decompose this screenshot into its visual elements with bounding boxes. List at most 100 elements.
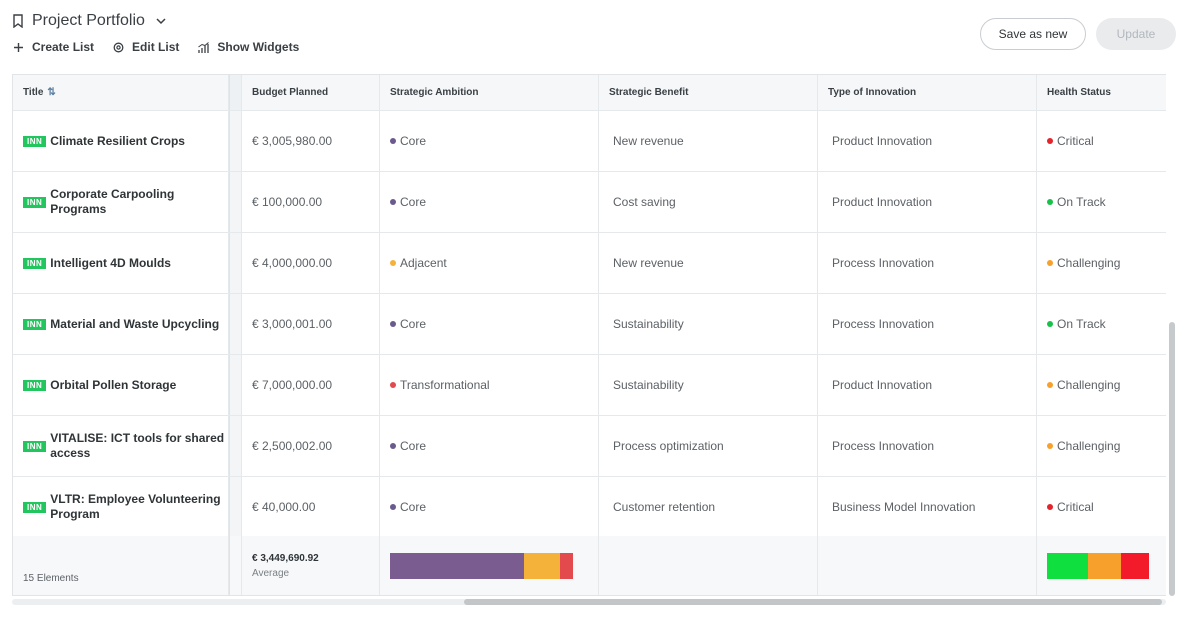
title-cell[interactable]: INN Corporate Carpooling Programs bbox=[13, 172, 229, 232]
save-as-new-button[interactable]: Save as new bbox=[980, 18, 1086, 50]
budget-cell[interactable]: € 4,000,000.00 bbox=[242, 233, 380, 293]
distribution-segment[interactable] bbox=[390, 553, 524, 579]
distribution-segment[interactable] bbox=[523, 553, 561, 579]
innovation-cell[interactable]: Product Innovation bbox=[818, 355, 1037, 415]
table-footer: 15 Elements € 3,449,690.92 Average bbox=[13, 536, 1166, 595]
ambition-cell[interactable]: Adjacent bbox=[380, 233, 599, 293]
top-bar: Project Portfolio Create List Edit List … bbox=[0, 0, 1190, 70]
health-cell[interactable]: Challenging bbox=[1037, 355, 1166, 415]
table-row[interactable]: INN Climate Resilient Crops € 3,005,980.00… bbox=[13, 111, 1166, 172]
title-cell[interactable]: INN VLTR: Employee Volunteering Program bbox=[13, 477, 229, 537]
health-cell[interactable]: Critical bbox=[1037, 477, 1166, 537]
innovation-cell[interactable]: Process Innovation bbox=[818, 233, 1037, 293]
sort-icon[interactable]: ⇅ bbox=[47, 87, 56, 98]
create-list-button[interactable]: Create List bbox=[12, 40, 94, 54]
health-distribution-bar bbox=[1047, 553, 1149, 579]
innovation-cell[interactable]: Process Innovation bbox=[818, 416, 1037, 476]
type-badge: INN bbox=[23, 440, 47, 452]
column-header-innovation[interactable]: Type of Innovation bbox=[818, 75, 1037, 110]
update-button[interactable]: Update bbox=[1096, 18, 1176, 50]
budget-cell[interactable]: € 7,000,000.00 bbox=[242, 355, 380, 415]
health-value: Critical bbox=[1057, 134, 1094, 148]
column-divider bbox=[229, 355, 242, 415]
table-row[interactable]: INN Orbital Pollen Storage € 7,000,000.00 T… bbox=[13, 355, 1166, 416]
project-title[interactable]: Intelligent 4D Moulds bbox=[50, 255, 171, 270]
ambition-status-dot bbox=[390, 443, 396, 449]
ambition-cell[interactable]: Transformational bbox=[380, 355, 599, 415]
benefit-cell[interactable]: Sustainability bbox=[599, 355, 818, 415]
vertical-scrollbar[interactable] bbox=[1169, 322, 1175, 596]
distribution-segment[interactable] bbox=[1121, 553, 1149, 579]
health-status-dot bbox=[1047, 138, 1053, 144]
budget-cell[interactable]: € 3,005,980.00 bbox=[242, 111, 380, 171]
column-divider bbox=[229, 233, 242, 293]
innovation-cell[interactable]: Product Innovation bbox=[818, 172, 1037, 232]
health-status-dot bbox=[1047, 443, 1053, 449]
budget-cell[interactable]: € 2,500,002.00 bbox=[242, 416, 380, 476]
distribution-segment[interactable] bbox=[560, 553, 573, 579]
show-widgets-button[interactable]: Show Widgets bbox=[197, 40, 299, 54]
footer-budget-cell: € 3,449,690.92 Average bbox=[242, 536, 380, 595]
horizontal-scrollbar[interactable] bbox=[464, 599, 1162, 605]
project-title[interactable]: VITALISE: ICT tools for shared access bbox=[50, 431, 225, 460]
benefit-cell[interactable]: Cost saving bbox=[599, 172, 818, 232]
ambition-cell[interactable]: Core bbox=[380, 294, 599, 354]
innovation-cell[interactable]: Process Innovation bbox=[818, 294, 1037, 354]
ambition-value: Core bbox=[400, 317, 427, 331]
column-divider[interactable] bbox=[229, 75, 242, 110]
project-title[interactable]: Climate Resilient Crops bbox=[50, 133, 185, 148]
table-row[interactable]: INN VLTR: Employee Volunteering Program € … bbox=[13, 477, 1166, 538]
health-cell[interactable]: Challenging bbox=[1037, 416, 1166, 476]
health-cell[interactable]: Challenging bbox=[1037, 233, 1166, 293]
benefit-cell[interactable]: Customer retention bbox=[599, 477, 818, 537]
budget-cell[interactable]: € 3,000,001.00 bbox=[242, 294, 380, 354]
list-selector[interactable]: Project Portfolio bbox=[12, 12, 167, 30]
column-header-ambition[interactable]: Strategic Ambition bbox=[380, 75, 599, 110]
ambition-status-dot bbox=[390, 260, 396, 266]
chevron-down-icon[interactable] bbox=[155, 15, 167, 27]
health-value: On Track bbox=[1057, 317, 1106, 331]
distribution-segment[interactable] bbox=[1047, 553, 1088, 579]
title-cell[interactable]: INN Material and Waste Upcycling bbox=[13, 294, 229, 354]
column-header-title[interactable]: Title ⇅ bbox=[13, 75, 229, 110]
edit-list-button[interactable]: Edit List bbox=[112, 40, 179, 54]
table-row[interactable]: INN Material and Waste Upcycling € 3,000,0… bbox=[13, 294, 1166, 355]
title-cell[interactable]: INN Intelligent 4D Moulds bbox=[13, 233, 229, 293]
type-badge: INN bbox=[23, 257, 47, 269]
ambition-cell[interactable]: Core bbox=[380, 111, 599, 171]
column-header-budget[interactable]: Budget Planned bbox=[242, 75, 380, 110]
table-row[interactable]: INN VITALISE: ICT tools for shared access… bbox=[13, 416, 1166, 477]
ambition-cell[interactable]: Core bbox=[380, 172, 599, 232]
project-title[interactable]: VLTR: Employee Volunteering Program bbox=[50, 492, 221, 521]
ambition-value: Core bbox=[400, 134, 427, 148]
health-value: Challenging bbox=[1057, 439, 1121, 453]
title-cell[interactable]: INN VITALISE: ICT tools for shared access bbox=[13, 416, 229, 476]
project-title[interactable]: Corporate Carpooling Programs bbox=[50, 187, 175, 216]
benefit-cell[interactable]: New revenue bbox=[599, 111, 818, 171]
ambition-status-dot bbox=[390, 199, 396, 205]
health-cell[interactable]: Critical bbox=[1037, 111, 1166, 171]
title-cell[interactable]: INN Orbital Pollen Storage bbox=[13, 355, 229, 415]
table-row[interactable]: INN Intelligent 4D Moulds € 4,000,000.00 Ad… bbox=[13, 233, 1166, 294]
benefit-cell[interactable]: New revenue bbox=[599, 233, 818, 293]
distribution-segment[interactable] bbox=[1087, 553, 1122, 579]
ambition-cell[interactable]: Core bbox=[380, 477, 599, 537]
column-header-health[interactable]: Health Status bbox=[1047, 87, 1111, 98]
column-header-benefit[interactable]: Strategic Benefit bbox=[599, 75, 818, 110]
innovation-cell[interactable]: Product Innovation bbox=[818, 111, 1037, 171]
show-widgets-label: Show Widgets bbox=[217, 40, 300, 54]
project-title[interactable]: Orbital Pollen Storage bbox=[50, 377, 177, 392]
footer-count-cell: 15 Elements bbox=[13, 536, 229, 595]
title-cell[interactable]: INN Climate Resilient Crops bbox=[13, 111, 229, 171]
list-actions: Create List Edit List Show Widgets bbox=[12, 40, 299, 54]
project-title[interactable]: Material and Waste Upcycling bbox=[50, 316, 220, 331]
budget-cell[interactable]: € 40,000.00 bbox=[242, 477, 380, 537]
ambition-cell[interactable]: Core bbox=[380, 416, 599, 476]
budget-cell[interactable]: € 100,000.00 bbox=[242, 172, 380, 232]
benefit-cell[interactable]: Process optimization bbox=[599, 416, 818, 476]
health-cell[interactable]: On Track bbox=[1037, 172, 1166, 232]
innovation-cell[interactable]: Business Model Innovation bbox=[818, 477, 1037, 537]
table-row[interactable]: INN Corporate Carpooling Programs € 100,00… bbox=[13, 172, 1166, 233]
health-cell[interactable]: On Track bbox=[1037, 294, 1166, 354]
benefit-cell[interactable]: Sustainability bbox=[599, 294, 818, 354]
